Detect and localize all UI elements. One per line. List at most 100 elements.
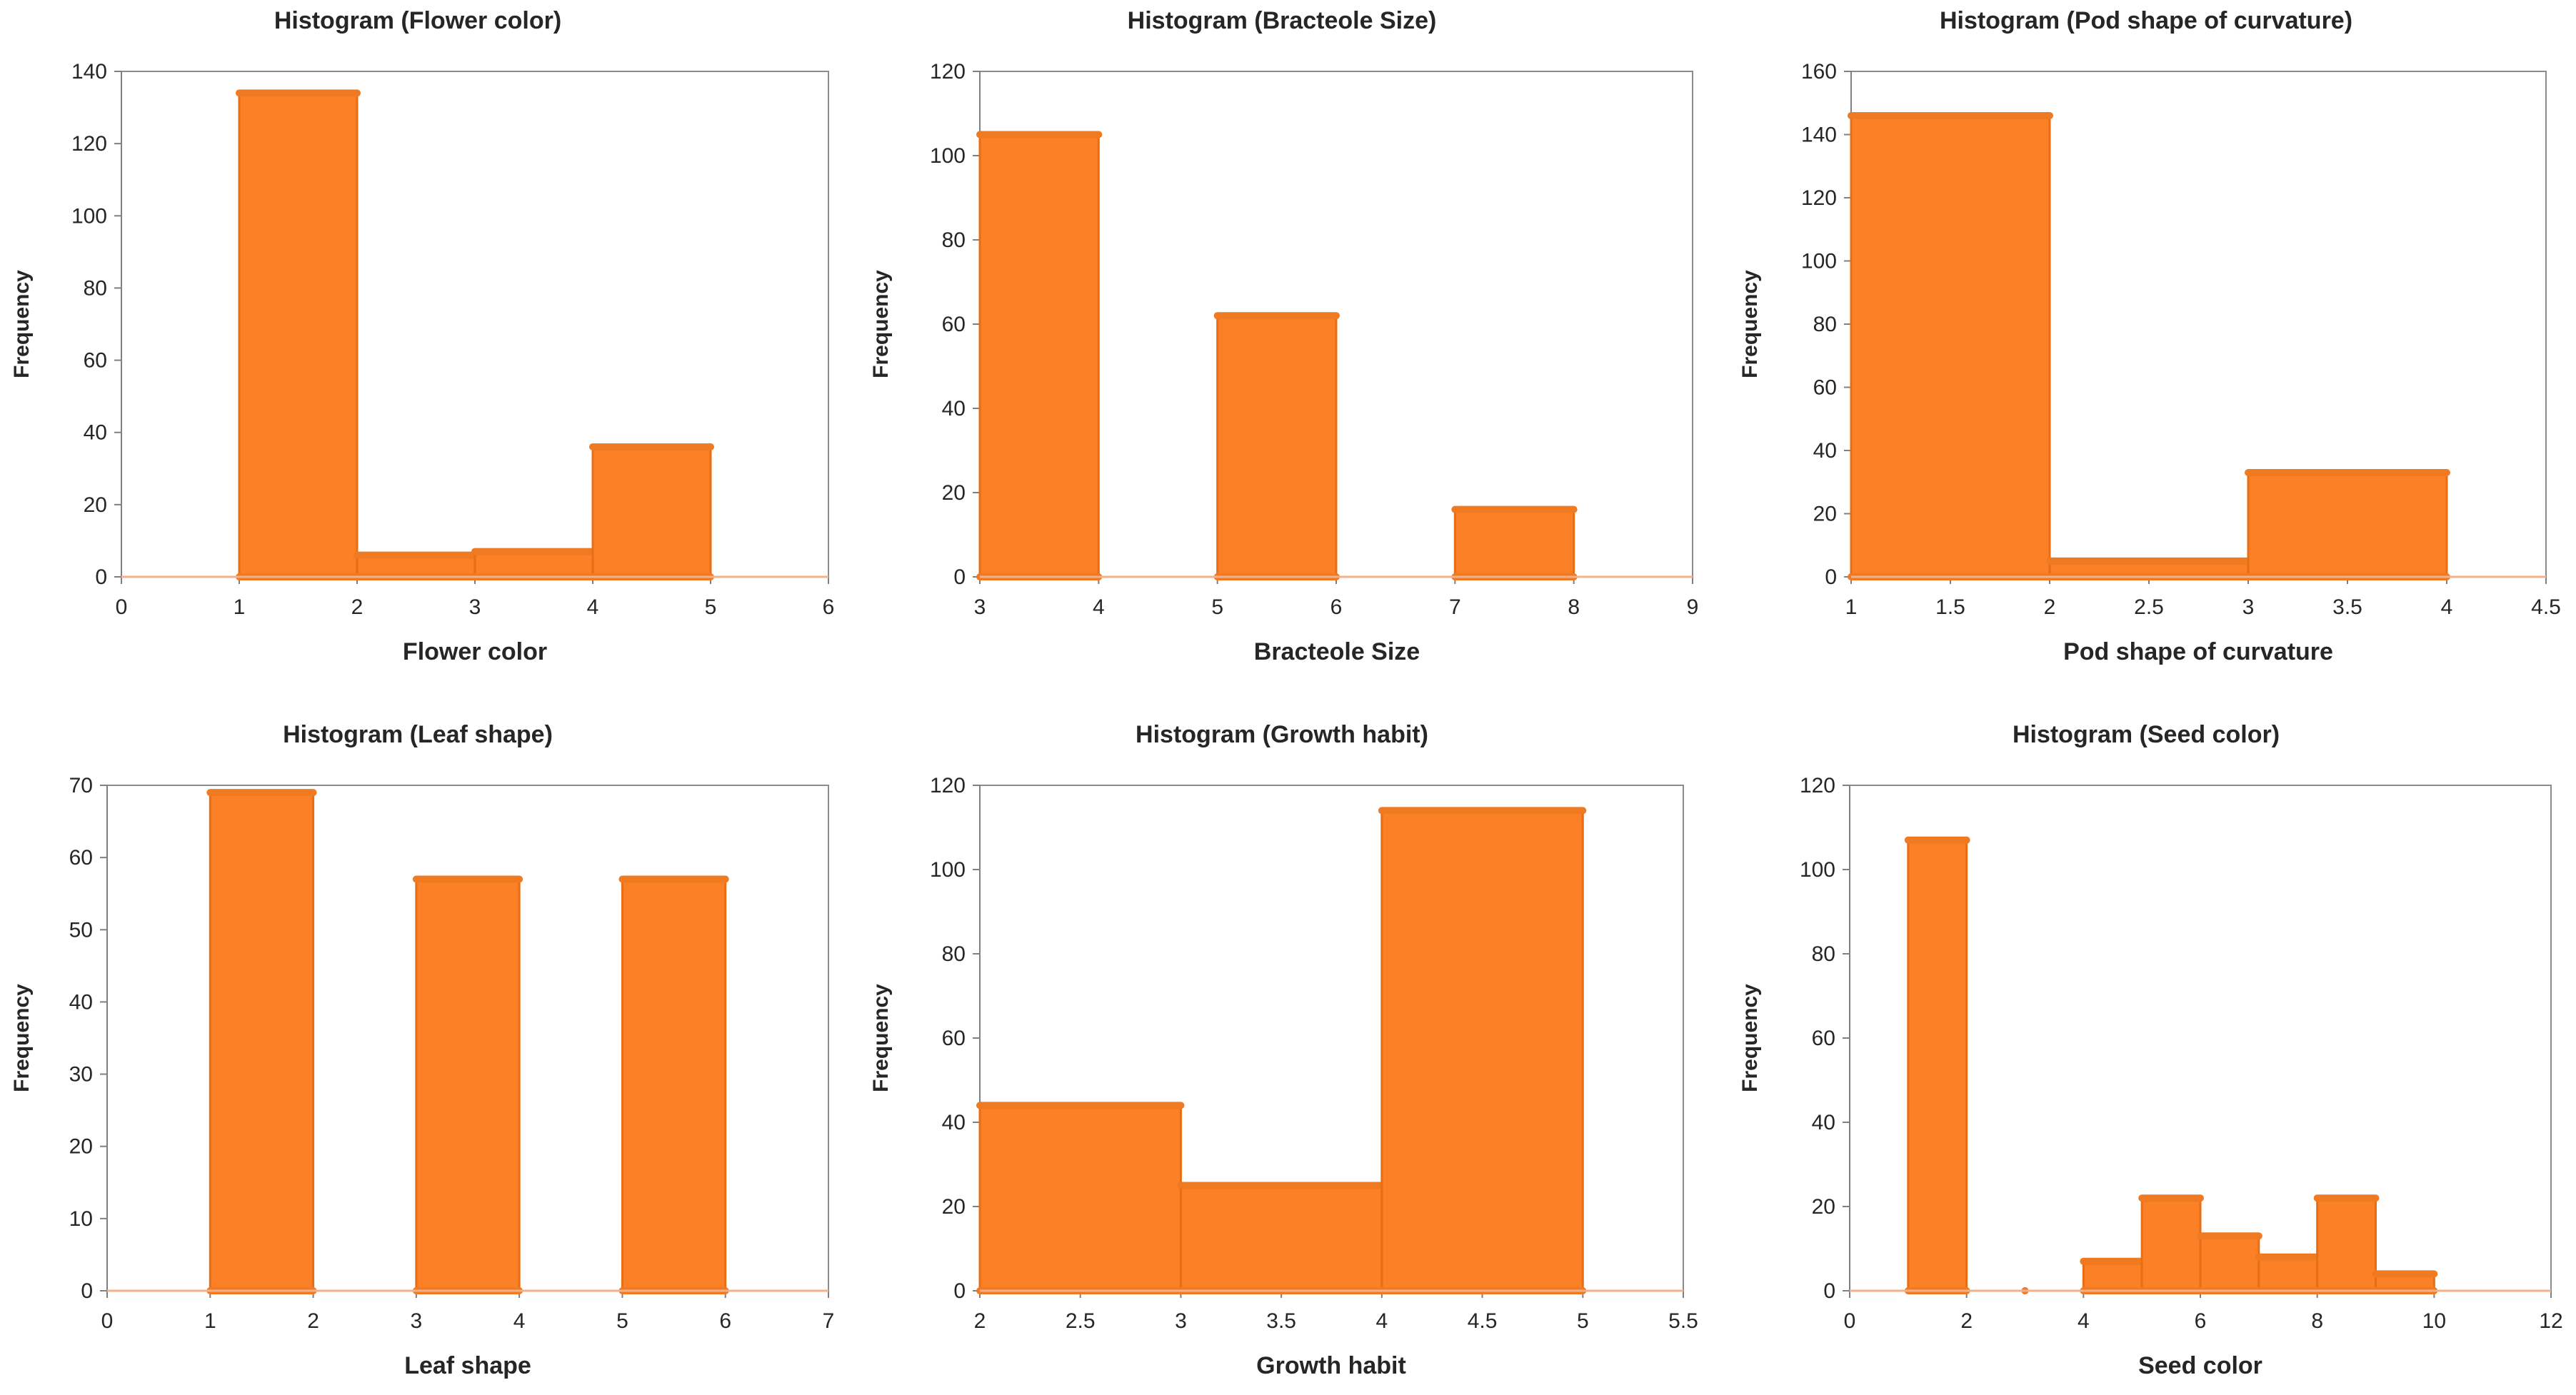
x-tick-label: 5 (616, 1309, 628, 1333)
y-tick-label: 100 (930, 858, 966, 882)
y-axis-label: Frequency (869, 270, 893, 378)
y-tick-label: 20 (942, 1195, 966, 1219)
y-tick-label: 80 (1813, 313, 1837, 336)
y-tick-label: 120 (1800, 774, 1835, 797)
histogram-bar (2247, 471, 2448, 578)
x-tick-label: 5 (705, 595, 717, 619)
chart-title: Histogram (Growth habit) (1136, 721, 1428, 748)
histogram-bar (1216, 314, 1338, 578)
y-tick-label: 100 (1801, 250, 1837, 273)
x-tick-label: 4 (587, 595, 599, 619)
y-tick-label: 30 (69, 1063, 93, 1087)
x-axis-label: Seed color (2138, 1352, 2262, 1379)
y-tick-label: 20 (84, 493, 107, 517)
y-tick-label: 40 (942, 397, 966, 420)
y-tick-label: 20 (1812, 1195, 1835, 1219)
x-tick-label: 3 (2242, 595, 2255, 619)
x-tick-label: 4.5 (2531, 595, 2561, 619)
x-axis-label: Pod shape of curvature (2063, 638, 2333, 665)
x-tick-label: 3 (1175, 1309, 1187, 1333)
x-tick-label: 2.5 (2134, 595, 2164, 619)
y-tick-label: 20 (1813, 503, 1837, 526)
x-tick-label: 4.5 (1468, 1309, 1498, 1333)
y-tick-label: 50 (69, 918, 93, 942)
panel-growth-habit: 0 20 40 60 80 100 120 2 2.5 3 3.5 4 4.5 5 5.5 Histogram… (869, 721, 1698, 1379)
y-axis-label: Frequency (1738, 984, 1762, 1092)
y-tick-label: 20 (942, 481, 966, 505)
x-tick-label: 10 (2422, 1309, 2446, 1333)
y-tick-label: 120 (930, 60, 966, 84)
y-tick-label: 120 (1801, 186, 1837, 210)
y-tick-label: 40 (1813, 439, 1837, 463)
y-tick-label: 0 (1825, 565, 1837, 589)
histogram-bar (591, 445, 712, 578)
y-tick-label: 0 (1823, 1279, 1835, 1303)
x-tick-label: 6 (1330, 595, 1343, 619)
x-tick-label: 3.5 (1266, 1309, 1296, 1333)
x-tick-label: 2 (1960, 1309, 1973, 1333)
histogram-bar (1179, 1184, 1383, 1292)
chart-title: Histogram (Bracteole Size) (1128, 7, 1437, 34)
panel-seed-color: 0 20 40 60 80 100 120 0 2 4 6 8 10 12 Histogram (Seed … (1738, 721, 2563, 1379)
y-axis-label: Frequency (10, 270, 34, 378)
y-tick-label: 160 (1801, 60, 1837, 84)
x-tick-label: 8 (2311, 1309, 2323, 1333)
x-tick-label: 12 (2539, 1309, 2562, 1333)
histogram-bar (209, 791, 315, 1292)
x-tick-label: 7 (1449, 595, 1461, 619)
x-tick-label: 5.5 (1668, 1309, 1698, 1333)
histogram-bar (978, 1104, 1182, 1292)
y-tick-label: 60 (942, 1027, 966, 1050)
y-tick-label: 40 (1812, 1111, 1835, 1134)
x-tick-label: 1 (1845, 595, 1858, 619)
y-tick-label: 10 (69, 1207, 93, 1231)
x-tick-label: 5 (1211, 595, 1223, 619)
x-tick-label: 1.5 (1935, 595, 1965, 619)
x-tick-label: 3 (469, 595, 481, 619)
y-tick-label: 100 (930, 144, 966, 168)
y-tick-label: 0 (953, 565, 966, 589)
y-tick-label: 0 (81, 1279, 93, 1303)
x-tick-label: 5 (1577, 1309, 1589, 1333)
panel-pod-shape-curvature: 0 20 40 60 80 100 120 140 160 1 1.5 2 2.5 3 3.5 4 4.5 His… (1738, 7, 2561, 665)
histogram-bar (978, 134, 1100, 578)
y-tick-label: 80 (942, 228, 966, 252)
y-tick-label: 80 (942, 942, 966, 966)
x-tick-label: 4 (2078, 1309, 2090, 1333)
x-tick-label: 3.5 (2332, 595, 2362, 619)
y-axis-label: Frequency (10, 984, 34, 1092)
x-tick-label: 4 (513, 1309, 526, 1333)
chart-title: Histogram (Seed color) (2013, 721, 2280, 748)
y-tick-label: 100 (1800, 858, 1835, 882)
histogram-bar (2140, 1197, 2202, 1292)
chart-title: Histogram (Pod shape of curvature) (1940, 7, 2352, 34)
panel-flower-color: 0 20 40 60 80 100 120 140 0 1 2 3 4 5 6 Histogram (Flow… (10, 7, 834, 665)
x-tick-label: 9 (1687, 595, 1699, 619)
histogram-bar (2199, 1234, 2260, 1292)
y-tick-label: 80 (1812, 942, 1835, 966)
y-tick-label: 0 (95, 565, 107, 589)
y-tick-label: 40 (84, 421, 107, 445)
x-axis-label: Growth habit (1256, 1352, 1406, 1379)
histogram-bar (238, 91, 359, 578)
histogram-bar (1380, 809, 1584, 1292)
histogram-bar (1850, 114, 2051, 578)
x-tick-label: 2 (2044, 595, 2056, 619)
histogram-bar (2082, 1260, 2143, 1292)
x-axis-label: Leaf shape (404, 1352, 531, 1379)
y-tick-label: 60 (69, 846, 93, 870)
x-tick-label: 6 (823, 595, 835, 619)
histogram-bar (473, 550, 594, 578)
y-tick-label: 120 (71, 132, 107, 156)
x-axis-label: Flower color (403, 638, 547, 665)
y-axis-label: Frequency (1738, 270, 1762, 378)
x-tick-label: 3 (411, 1309, 423, 1333)
panel-bracteole-size: 0 20 40 60 80 100 120 3 4 5 6 7 8 9 Histogram (Bracteo… (869, 7, 1698, 665)
histogram-bar (2316, 1197, 2377, 1292)
chart-title: Histogram (Flower color) (274, 7, 561, 34)
y-tick-label: 100 (71, 204, 107, 228)
x-tick-label: 1 (204, 1309, 216, 1333)
y-tick-label: 140 (71, 60, 107, 84)
x-axis-label: Bracteole Size (1254, 638, 1420, 665)
x-tick-label: 8 (1568, 595, 1580, 619)
